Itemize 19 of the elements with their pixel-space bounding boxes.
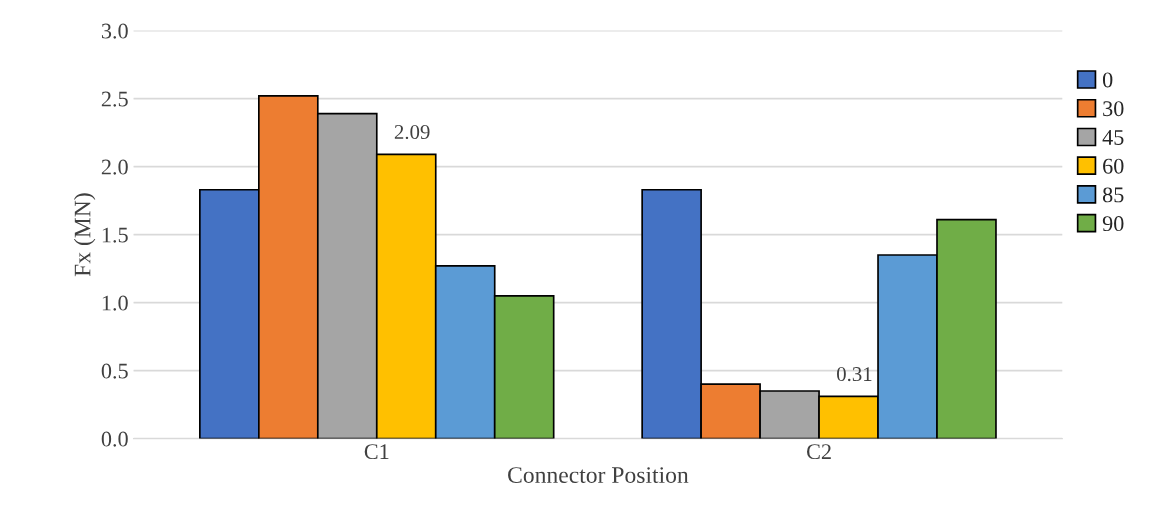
legend-label: 90 — [1102, 216, 1124, 232]
text: 2.5 — [101, 91, 128, 107]
data-label: 0.31 — [837, 367, 872, 382]
y-axis-title: Fx (MN) — [73, 193, 96, 277]
legend-label: 45 — [1102, 130, 1124, 145]
legend-label: 0 — [1102, 72, 1113, 88]
legend-label: 85 — [1102, 187, 1124, 203]
legend-label: 30 — [1103, 101, 1124, 117]
text: 3.0 — [101, 23, 128, 39]
text: 2.0 — [101, 159, 128, 175]
data-label: 2.09 — [394, 124, 430, 140]
x-tick-label: C1 — [364, 444, 389, 460]
text: 0.0 — [101, 431, 128, 447]
legend-label: 60 — [1103, 158, 1124, 174]
x-tick-label: C2 — [807, 444, 831, 460]
text: 0.5 — [101, 363, 128, 379]
x-axis-title: Connector Position — [508, 467, 689, 484]
text: 1.0 — [102, 295, 128, 311]
text: 1.5 — [102, 227, 128, 243]
